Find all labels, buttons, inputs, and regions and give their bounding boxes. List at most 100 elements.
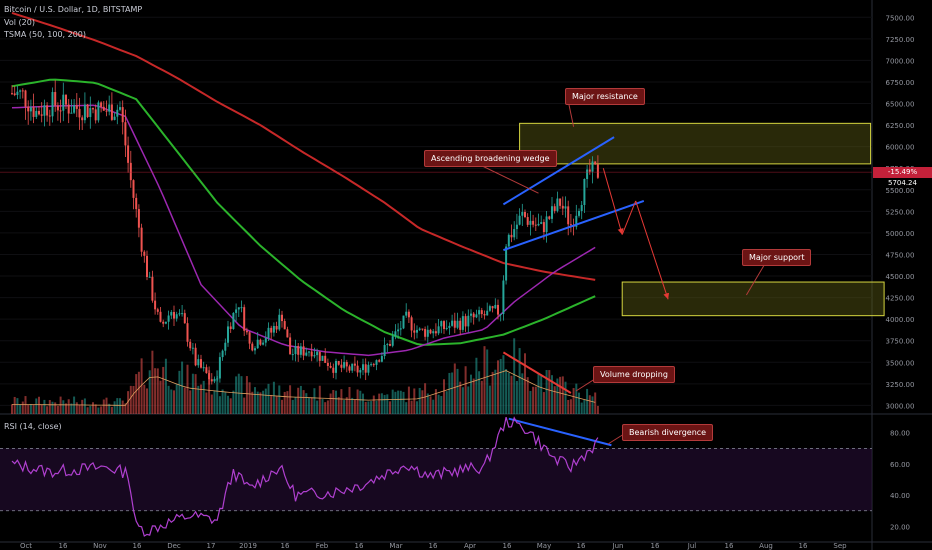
candle-body: [510, 234, 513, 238]
divergence-leader: [607, 433, 625, 445]
candle-body: [135, 197, 138, 210]
candle-body: [588, 169, 591, 172]
rsi-band: [0, 448, 872, 511]
candle-body: [591, 161, 594, 172]
candle-body: [65, 94, 67, 105]
candle-body: [248, 332, 251, 344]
candle-body: [286, 329, 289, 338]
candle-body: [200, 359, 202, 368]
volume-bar: [70, 403, 73, 414]
candle-body: [540, 222, 543, 224]
volume-bar: [224, 392, 227, 414]
candle-body: [186, 323, 189, 342]
volume-bar: [221, 389, 224, 414]
volume-bar: [532, 386, 535, 414]
rsi-tick-label: 80.00: [890, 430, 910, 438]
volume-bar: [151, 350, 154, 414]
major-resistance-zone: [519, 122, 872, 165]
candle-body: [224, 342, 227, 351]
volume-bar: [24, 396, 27, 414]
axes: 7500.00 7250.00 7000.00 6750.00 6500.00 6250.…: [20, 14, 915, 550]
volume-bar: [416, 401, 418, 414]
volume-legend[interactable]: Vol (20): [4, 18, 35, 27]
price-tick-label: 3000.00: [886, 402, 915, 410]
volume-bars: [11, 338, 599, 414]
volume-bar: [326, 400, 329, 414]
candle-body: [345, 362, 348, 367]
volume-bar: [132, 385, 135, 414]
candle-body: [456, 320, 459, 328]
candle-body: [472, 313, 475, 318]
volume-bar: [175, 383, 178, 414]
candle-body: [237, 307, 240, 310]
volume-bar: [378, 393, 381, 414]
candle-body: [110, 104, 113, 120]
volume-bar: [340, 389, 343, 414]
rsi-legend[interactable]: RSI (14, close): [4, 422, 62, 431]
price-tick-label: 7250.00: [886, 36, 915, 44]
volume-bar: [289, 385, 292, 414]
candle-body: [564, 206, 567, 209]
symbol-legend[interactable]: Bitcoin / U.S. Dollar, 1D, BITSTAMP: [4, 5, 143, 14]
tsma-legend[interactable]: TSMA (50, 100, 200): [4, 30, 87, 39]
volume-bar: [580, 402, 583, 414]
major-support-label: Major support: [742, 249, 812, 266]
candle-body: [278, 314, 281, 330]
volume-bar: [383, 394, 386, 414]
volume-bar: [256, 391, 259, 414]
volume-bar: [426, 393, 429, 414]
volume-bar: [113, 401, 116, 414]
volume-bar: [343, 400, 346, 414]
volume-bar: [313, 388, 316, 414]
drawn-lines: [0, 99, 872, 447]
candle-body: [129, 162, 132, 181]
time-tick-label: 16: [503, 542, 512, 550]
candle-body: [453, 320, 456, 328]
candle-body: [227, 326, 229, 343]
volume-bar: [54, 402, 57, 414]
candle-body: [151, 276, 154, 301]
volume-bar: [294, 397, 297, 414]
time-tick-label: Jun: [612, 542, 624, 550]
bearish-divergence-label: Bearish divergence: [622, 424, 714, 441]
candle-body: [243, 307, 246, 331]
candle-body: [362, 364, 364, 371]
candle-body: [32, 107, 35, 117]
ma-200-line: [11, 11, 596, 281]
candle-body: [232, 312, 235, 329]
volume-bar: [505, 369, 508, 414]
rsi-line: [11, 416, 599, 537]
price-tick-label: 5500.00: [886, 187, 915, 195]
candle-body: [70, 112, 73, 114]
volume-bar: [94, 404, 97, 414]
volume-bar: [43, 399, 46, 414]
candle-body: [175, 314, 178, 319]
candle-body: [445, 327, 448, 329]
volume-bar: [494, 369, 497, 414]
volume-bar: [380, 393, 383, 414]
candle-body: [262, 342, 265, 345]
candle-body: [426, 329, 429, 337]
volume-bar: [48, 400, 51, 414]
volume-bar: [316, 400, 319, 414]
candle-body: [491, 306, 494, 309]
candle-body: [229, 326, 232, 329]
volume-bar: [305, 393, 308, 414]
volume-bar: [418, 387, 421, 414]
candle-body: [73, 105, 76, 113]
price-candles[interactable]: [11, 80, 599, 385]
candle-body: [267, 327, 270, 339]
volume-bar: [432, 399, 435, 414]
volume-bar: [29, 403, 32, 414]
candle-body: [310, 351, 313, 357]
candle-body: [264, 338, 267, 343]
candle-body: [51, 92, 54, 117]
candle-body: [542, 222, 545, 233]
volume-bar: [453, 363, 456, 414]
time-tick-label: 16: [799, 542, 808, 550]
volume-bar: [194, 374, 197, 414]
candle-body: [259, 339, 262, 345]
volume-bar: [135, 374, 138, 414]
volume-bar: [540, 375, 543, 414]
